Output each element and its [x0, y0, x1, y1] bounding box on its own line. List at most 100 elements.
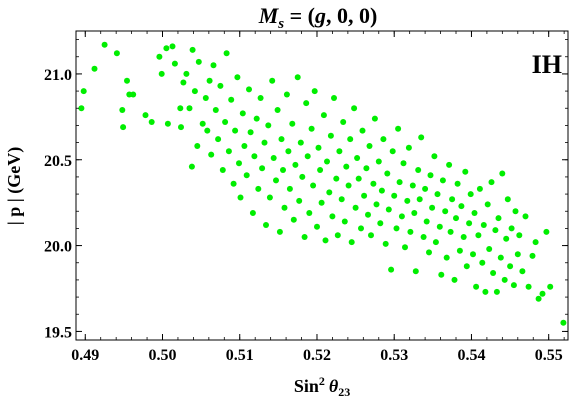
data-point	[285, 148, 292, 155]
data-point	[355, 175, 362, 182]
data-point	[234, 74, 241, 81]
data-point	[426, 249, 432, 256]
data-point	[219, 167, 226, 173]
data-point	[341, 218, 348, 225]
data-point	[142, 112, 149, 119]
data-point	[404, 197, 411, 204]
data-point	[255, 185, 262, 192]
data-point	[475, 232, 482, 239]
data-point	[482, 288, 489, 295]
data-point	[202, 95, 209, 101]
data-point	[442, 208, 449, 215]
data-point	[439, 177, 446, 184]
data-point	[247, 129, 254, 136]
data-point	[273, 177, 279, 184]
data-point	[454, 180, 461, 187]
data-point	[365, 211, 371, 218]
data-point	[239, 110, 246, 117]
xlabel-sup: 2	[319, 374, 325, 388]
data-point	[486, 246, 493, 252]
data-point	[345, 182, 352, 189]
data-point	[317, 167, 324, 173]
data-point	[263, 222, 269, 228]
data-point	[463, 263, 470, 270]
data-point	[289, 120, 296, 127]
data-point	[462, 168, 469, 175]
x-tick-label: 0.49	[71, 347, 99, 364]
data-point	[396, 179, 403, 186]
data-point	[510, 282, 517, 289]
data-point	[473, 283, 480, 290]
data-point	[382, 240, 389, 247]
data-point	[253, 115, 260, 122]
data-point	[294, 74, 301, 81]
data-point	[119, 107, 126, 113]
data-point	[398, 213, 405, 220]
data-point	[535, 295, 542, 302]
data-point	[120, 124, 127, 131]
data-point	[225, 148, 232, 155]
data-point	[329, 213, 336, 220]
data-point	[359, 127, 366, 134]
data-point	[525, 283, 532, 290]
data-point	[297, 139, 304, 146]
data-point	[375, 158, 382, 165]
data-point	[91, 65, 98, 72]
data-point	[310, 182, 317, 189]
data-point	[378, 187, 385, 194]
data-point	[458, 203, 465, 210]
xlabel-sub: 23	[338, 385, 350, 399]
x-tick-label: 0.50	[149, 347, 177, 364]
data-point	[436, 223, 443, 230]
data-point	[503, 235, 510, 242]
data-point	[217, 82, 224, 89]
data-point	[338, 196, 345, 203]
data-point	[281, 204, 288, 211]
data-point	[429, 204, 436, 211]
data-point	[208, 151, 215, 158]
data-point	[290, 216, 297, 223]
data-point	[189, 46, 196, 53]
data-point	[373, 201, 380, 208]
data-point	[495, 215, 502, 222]
data-point	[512, 208, 519, 215]
data-point	[384, 170, 391, 177]
data-point	[391, 192, 398, 199]
data-point	[274, 107, 281, 113]
data-point	[368, 232, 374, 239]
title-g: g	[314, 3, 326, 28]
data-point	[453, 215, 459, 222]
data-point	[460, 234, 467, 240]
data-point	[471, 210, 478, 216]
data-point	[270, 155, 277, 161]
data-point	[249, 210, 256, 216]
data-point	[286, 185, 293, 192]
title-tail: , 0, 0)	[326, 3, 377, 28]
data-point	[456, 247, 463, 254]
data-point	[388, 266, 395, 273]
data-point	[351, 105, 358, 112]
data-point	[446, 161, 453, 168]
data-point	[186, 105, 193, 112]
data-point	[467, 191, 474, 198]
data-point	[443, 254, 450, 261]
data-point	[334, 232, 341, 239]
data-point	[499, 170, 506, 177]
data-point	[204, 127, 211, 134]
data-point	[415, 167, 422, 173]
data-point	[389, 148, 396, 155]
data-point	[180, 79, 187, 86]
chart-title: Ms = (g, 0, 0)	[258, 3, 378, 32]
data-point	[354, 155, 361, 161]
data-point	[434, 191, 441, 198]
data-point	[405, 144, 412, 151]
data-point	[532, 239, 539, 246]
data-point	[514, 251, 521, 258]
data-point	[501, 276, 508, 283]
data-point	[113, 50, 120, 57]
data-point	[164, 120, 171, 127]
data-point	[199, 120, 206, 127]
data-point	[266, 194, 273, 201]
x-axis-label: Sin2 θ23	[294, 374, 350, 399]
